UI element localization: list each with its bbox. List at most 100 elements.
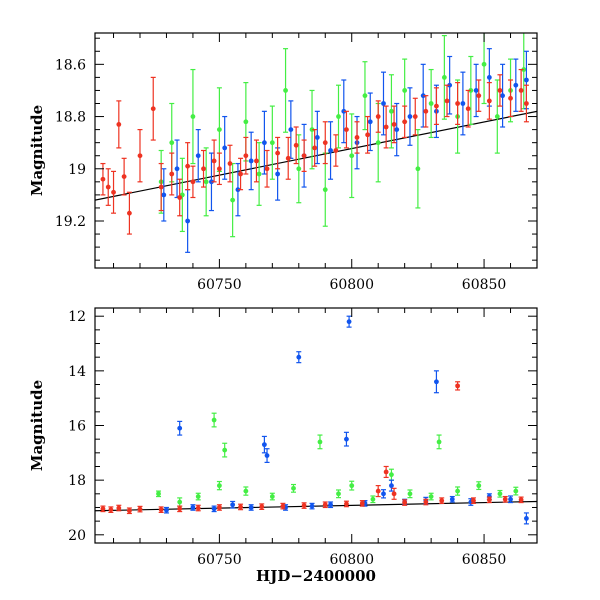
marker [375,488,381,494]
marker [381,101,386,106]
marker [375,114,381,119]
marker [447,82,453,88]
marker [439,498,445,504]
data-point [523,512,529,525]
data-point [137,129,143,183]
data-point [201,149,207,188]
bottom-plot-area [95,315,537,525]
data-point [227,144,233,183]
data-point [508,495,514,504]
marker [486,98,492,104]
data-point [222,442,228,458]
data-point [394,102,400,157]
marker [375,140,381,146]
marker [190,179,196,185]
marker [238,171,243,177]
data-point [383,465,389,479]
data-point [203,147,209,217]
marker [455,383,460,389]
marker [449,496,455,502]
data-point [301,502,307,509]
marker [383,469,389,475]
marker [444,98,450,104]
data-point [455,486,461,496]
marker [423,499,429,505]
data-point [349,113,355,199]
marker [402,119,408,125]
marker [389,108,394,114]
marker [415,166,421,172]
data-point [468,55,474,125]
green-series [158,33,527,238]
data-point [365,115,371,154]
x-tick-label: 60800 [329,552,374,568]
marker [283,88,288,93]
data-point [275,136,281,170]
data-point [500,63,506,128]
bottom-ticks: 60750 60800 60850 12 14 16 18 20 [68,308,538,568]
y-tick-label: 18 [68,473,86,489]
marker [508,95,513,101]
marker [367,119,373,125]
marker [222,145,228,151]
marker [434,103,439,109]
marker [336,491,341,497]
marker [402,500,408,505]
marker [518,497,524,503]
data-point [518,496,524,504]
marker [407,114,413,119]
marker [116,505,122,511]
data-point [211,412,217,428]
data-point [322,501,328,509]
data-point [261,435,267,454]
marker [201,166,206,172]
marker [322,140,328,146]
marker [296,354,302,360]
data-point [444,84,450,118]
data-point [169,152,175,196]
data-point [436,434,442,450]
data-point [195,504,201,512]
data-point [216,480,222,491]
green-series [156,412,519,507]
data-point [388,468,394,481]
data-point [343,500,349,508]
marker [497,491,503,497]
marker [227,161,233,166]
marker [158,507,164,513]
data-point [497,74,503,107]
data-point [362,61,368,131]
y-tick-label: 18.8 [55,110,86,126]
data-point [158,162,164,212]
marker [121,174,127,180]
data-point [100,505,106,513]
marker [394,127,400,133]
data-point [238,157,244,191]
data-point [346,315,352,328]
marker [460,101,466,106]
marker [203,179,209,185]
model-line [95,500,537,512]
marker [216,166,222,172]
marker [500,93,505,99]
marker [341,108,347,114]
marker [309,127,315,133]
data-point [285,136,291,180]
data-point [428,68,434,139]
data-point [309,89,315,170]
marker [174,166,180,172]
data-point [230,162,236,238]
marker [359,500,365,506]
data-point [513,58,519,112]
marker [391,491,397,497]
data-point [264,149,270,188]
data-point [158,506,164,513]
data-point [100,162,106,196]
marker [285,155,291,161]
marker [365,132,371,138]
x-tick-label: 60850 [462,552,507,568]
data-point [248,131,254,191]
marker [524,101,529,106]
marker [391,121,397,127]
marker [486,74,492,80]
